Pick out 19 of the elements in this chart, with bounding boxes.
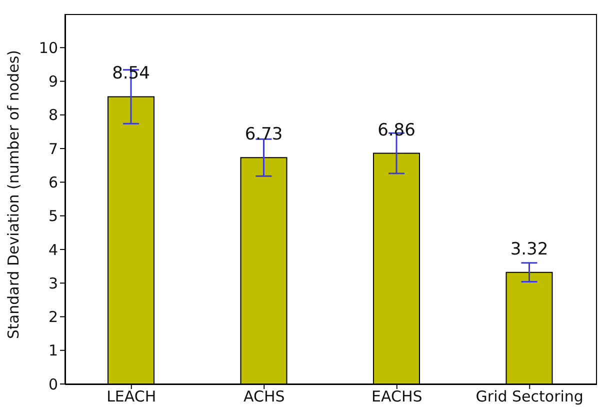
y-tick-label: 10 xyxy=(38,38,58,57)
data-label: 3.32 xyxy=(510,239,548,260)
y-tick-label: 5 xyxy=(48,207,58,226)
data-label: 6.73 xyxy=(244,124,283,145)
y-tick-label: 3 xyxy=(48,274,58,292)
y-tick-label: 4 xyxy=(48,240,58,259)
y-tick-label: 9 xyxy=(48,72,58,91)
x-tick-label: EACHS xyxy=(372,388,422,406)
y-axis-title: Standard Deviation (number of nodes) xyxy=(4,50,22,339)
y-tick-label: 7 xyxy=(48,140,58,158)
data-label: 6.86 xyxy=(378,120,416,140)
y-tick-label: 8 xyxy=(48,106,58,124)
y-tick-label: 2 xyxy=(48,308,58,326)
x-tick-label: Grid Sectoring xyxy=(476,388,584,406)
x-tick-label: LEACH xyxy=(106,388,156,406)
y-tick-label: 1 xyxy=(48,342,58,360)
y-tick-label: 0 xyxy=(48,375,58,394)
x-tick-label: ACHS xyxy=(243,388,285,406)
y-tick-label: 6 xyxy=(48,174,58,192)
